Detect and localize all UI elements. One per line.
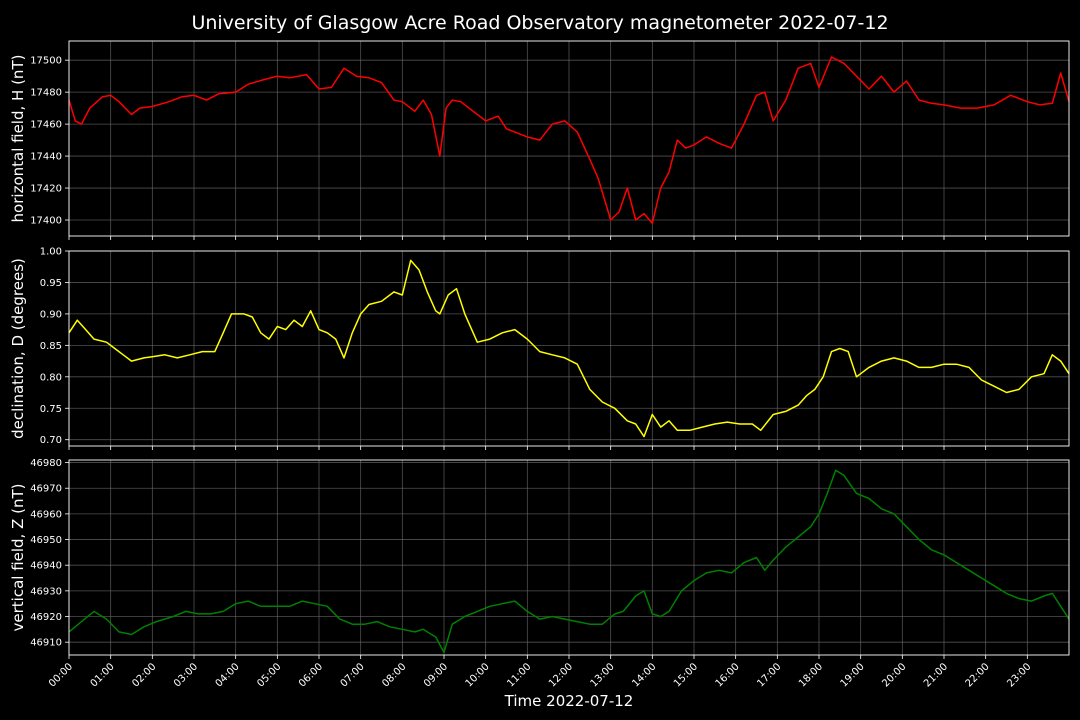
x-tick-label: 05:00 bbox=[255, 661, 283, 689]
x-tick-label: 11:00 bbox=[505, 661, 533, 689]
x-tick-label: 08:00 bbox=[380, 661, 408, 689]
x-tick-label: 14:00 bbox=[630, 661, 658, 689]
x-tick-label: 19:00 bbox=[839, 661, 867, 689]
chart-title: University of Glasgow Acre Road Observat… bbox=[191, 12, 888, 34]
x-tick-label: 07:00 bbox=[339, 661, 367, 689]
x-tick-label: 06:00 bbox=[297, 661, 325, 689]
x-tick-label: 16:00 bbox=[714, 661, 742, 689]
x-tick-label: 00:00 bbox=[47, 661, 75, 689]
y-tick-label: 46980 bbox=[30, 458, 62, 469]
y-tick-label: 46930 bbox=[30, 586, 62, 597]
y-tick-label: 0.95 bbox=[40, 278, 62, 289]
chart-panels: 17400 17420 17440 17460 17480 17500horizontal… bbox=[9, 40, 1070, 690]
x-tick-label: 09:00 bbox=[422, 661, 450, 689]
y-tick-label: 46960 bbox=[30, 509, 62, 520]
y-tick-label: 17440 bbox=[30, 152, 62, 163]
x-tick-label: 02:00 bbox=[130, 661, 158, 689]
y-tick-label: 17420 bbox=[30, 184, 62, 195]
plot-frame bbox=[68, 40, 1070, 237]
x-tick-label: 18:00 bbox=[797, 661, 825, 689]
plot-frame bbox=[68, 459, 1070, 656]
x-tick-label: 04:00 bbox=[214, 661, 242, 689]
x-tick-label: 22:00 bbox=[964, 661, 992, 689]
x-tick-label: 23:00 bbox=[1005, 661, 1033, 689]
y-tick-label: 46940 bbox=[30, 561, 62, 572]
series-line-h bbox=[68, 56, 1070, 224]
y-axis-label-d: declination, D (degrees) bbox=[9, 258, 27, 439]
series-line-d bbox=[68, 259, 1070, 438]
panel-h: 17400 17420 17440 17460 17480 17500horizontal… bbox=[9, 40, 1070, 240]
panel-d: 0.70 0.75 0.80 0.85 0.90 0.95 1.00 declination,… bbox=[9, 247, 1070, 450]
y-axis-label-z: vertical field, Z (nT) bbox=[9, 483, 27, 631]
x-tick-label: 10:00 bbox=[464, 661, 492, 689]
y-tick-label: 46970 bbox=[30, 484, 62, 495]
x-tick-label: 21:00 bbox=[922, 661, 950, 689]
y-tick-label: 17460 bbox=[30, 120, 62, 131]
x-tick-label: 12:00 bbox=[547, 661, 575, 689]
y-tick-label: 17500 bbox=[30, 56, 62, 67]
y-tick-label: 0.80 bbox=[40, 372, 62, 383]
y-tick-label: 0.90 bbox=[40, 309, 62, 320]
plot-frame bbox=[68, 250, 1070, 447]
panel-z: 46910 46920 46930 46940 46950 46960 46970 46980… bbox=[9, 458, 1070, 659]
y-tick-label: 46920 bbox=[30, 612, 62, 623]
y-tick-label: 1.00 bbox=[40, 247, 62, 258]
y-tick-label: 17400 bbox=[30, 216, 62, 227]
x-tick-label: 20:00 bbox=[880, 661, 908, 689]
x-axis-label: Time 2022-07-12 bbox=[504, 692, 634, 710]
x-tick-label: 03:00 bbox=[172, 661, 200, 689]
x-tick-label: 13:00 bbox=[589, 661, 617, 689]
x-tick-label: 17:00 bbox=[755, 661, 783, 689]
y-tick-label: 0.85 bbox=[40, 341, 62, 352]
y-tick-label: 46950 bbox=[30, 535, 62, 546]
x-tick-label: 15:00 bbox=[672, 661, 700, 689]
y-axis-label-h: horizontal field, H (nT) bbox=[9, 55, 27, 223]
series-line-z bbox=[68, 469, 1070, 654]
y-tick-label: 46910 bbox=[30, 638, 62, 649]
y-tick-label: 17480 bbox=[30, 88, 62, 99]
y-tick-label: 0.70 bbox=[40, 435, 62, 446]
y-tick-label: 0.75 bbox=[40, 404, 62, 415]
x-tick-label: 01:00 bbox=[89, 661, 117, 689]
